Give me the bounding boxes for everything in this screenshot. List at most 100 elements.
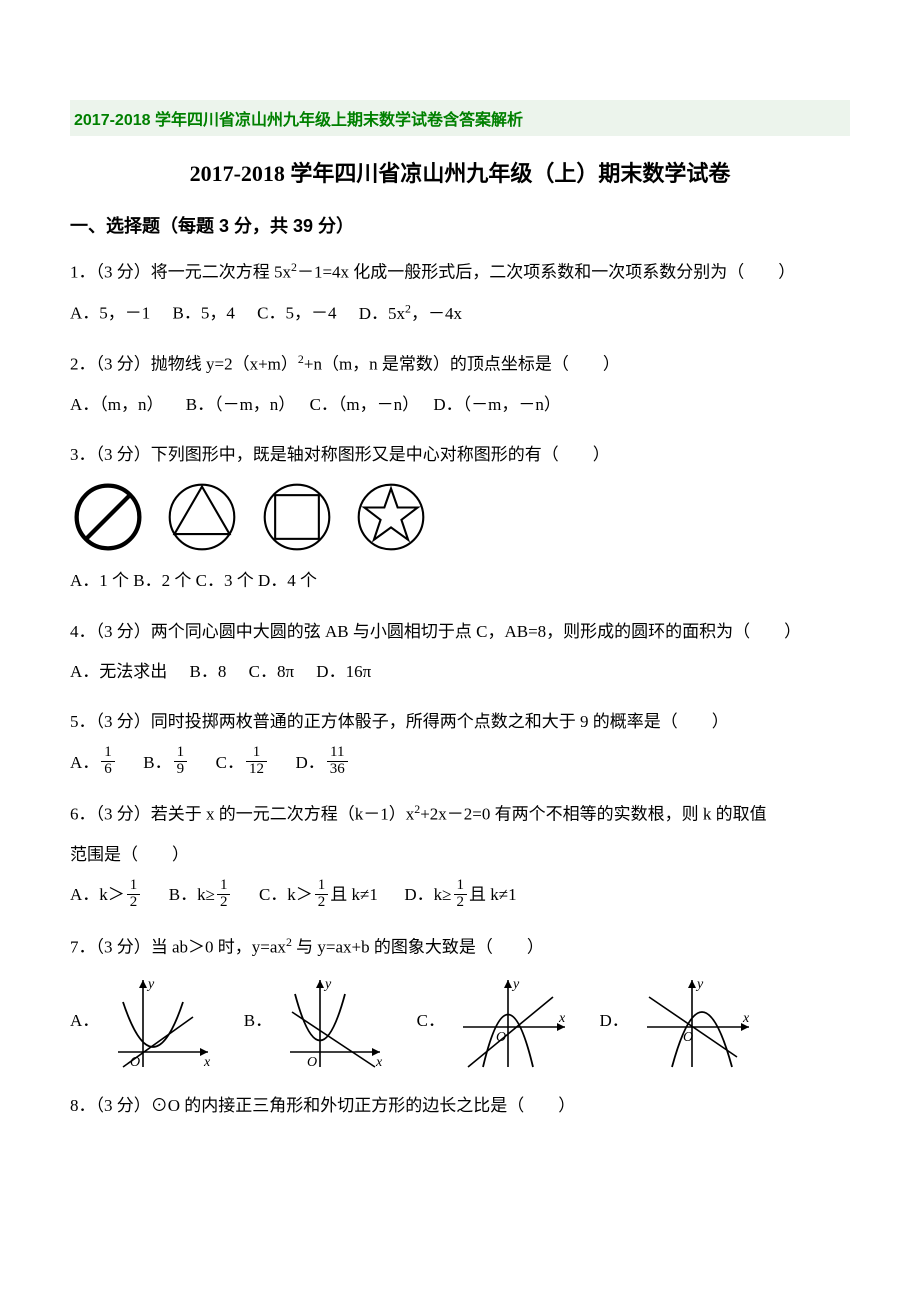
question-6: 6．（3 分）若关于 x 的一元二次方程（k－1）x 2 +2x－2=0 有两个不相… xyxy=(70,798,850,913)
question-1: 1．（3 分）将一元二次方程 5x2－1=4x 化成一般形式后，二次项系数和一次… xyxy=(70,256,850,330)
q6-opt-d: D．k≥12且 k≠1 xyxy=(404,885,516,904)
q6-opt-c-post: 且 k≠1 xyxy=(330,885,378,904)
question-1-options: A．5，－1 B．5，4 C．5，－4 D．5x2，－4x xyxy=(70,297,850,330)
q6-opt-a-pre: A．k＞ xyxy=(70,885,125,904)
q6-opt-d-post: 且 k≠1 xyxy=(469,885,517,904)
question-7: 7．（3 分）当 ab＞0 时，y=ax2 与 y=ax+b 的图象大致是（ ）… xyxy=(70,931,850,1072)
question-1-stem: 1．（3 分）将一元二次方程 5x2－1=4x 化成一般形式后，二次项系数和一次… xyxy=(70,256,850,289)
q5-opt-b: B．19 xyxy=(143,753,193,772)
q5-frac-d: 1136 xyxy=(327,745,348,778)
svg-text:x: x xyxy=(742,1011,750,1026)
q6-frac-c-num: 1 xyxy=(315,878,329,894)
question-2-stem: 2．（3 分）抛物线 y=2（x+m）2+n（m，n 是常数）的顶点坐标是（ ） xyxy=(70,348,850,381)
shape-square-circle-icon xyxy=(259,479,335,555)
q5-frac-b: 19 xyxy=(174,745,188,778)
q7-label-d: D． xyxy=(599,1005,628,1037)
q3-opt-d: D．4 个 xyxy=(258,571,317,590)
q6-frac-b-num: 1 xyxy=(217,878,231,894)
q1-opt-d: D．5x2，－4x xyxy=(359,304,462,323)
q5-frac-c: 112 xyxy=(246,745,267,778)
question-7-graphs: A． y x O B． xyxy=(70,972,850,1072)
q5-frac-a-den: 6 xyxy=(101,761,115,778)
q6-frac-c: 12 xyxy=(315,878,329,911)
q1-opt-d-post: ，－4x xyxy=(411,304,462,323)
svg-text:y: y xyxy=(146,977,155,992)
exam-page: 2017-2018 学年四川省凉山州九年级上期末数学试卷含答案解析 2017-2… xyxy=(0,0,920,1200)
section-1-heading: 一、选择题（每题 3 分，共 39 分） xyxy=(70,212,850,238)
q6-stem-part1: 6．（3 分）若关于 x 的一元二次方程（k－1）x xyxy=(70,805,414,824)
svg-text:y: y xyxy=(323,977,332,992)
q2-opt-a: A．（m，n） xyxy=(70,395,164,414)
q6-frac-a-num: 1 xyxy=(127,878,141,894)
q3-opt-b: B．2 个 xyxy=(133,571,191,590)
q4-opt-a: A．无法求出 xyxy=(70,662,167,681)
q6-frac-d-num: 1 xyxy=(454,878,468,894)
svg-text:x: x xyxy=(203,1055,211,1070)
q6-opt-d-pre: D．k≥ xyxy=(404,885,451,904)
q1-opt-a: A．5，－1 xyxy=(70,304,150,323)
svg-text:x: x xyxy=(558,1011,566,1026)
q1-opt-d-pre: D．5x xyxy=(359,304,405,323)
q3-opt-c: C．3 个 xyxy=(196,571,254,590)
shape-no-entry-icon xyxy=(70,479,146,555)
q5-opt-a-pre: A． xyxy=(70,753,99,772)
q6-opt-b: B．k≥12 xyxy=(169,885,237,904)
q2-opt-d: D．（－m，－n） xyxy=(433,395,561,414)
q7-graph-d-item: D． y x O xyxy=(599,972,757,1072)
q6-frac-c-den: 2 xyxy=(315,894,329,911)
q5-frac-d-den: 36 xyxy=(327,761,348,778)
question-8-stem: 8．（3 分）⊙O 的内接正三角形和外切正方形的边长之比是（ ） xyxy=(70,1090,850,1122)
question-4-options: A．无法求出 B．8 C．8π D．16π xyxy=(70,656,850,688)
q6-stem-part2: +2x－2=0 有两个不相等的实数根，则 k 的取值 xyxy=(420,805,766,824)
q1-opt-b: B．5，4 xyxy=(173,304,235,323)
question-3-options: A．1 个 B．2 个 C．3 个 D．4 个 xyxy=(70,565,850,597)
q5-frac-c-den: 12 xyxy=(246,761,267,778)
q2-stem-part2: +n（m，n 是常数）的顶点坐标是（ ） xyxy=(304,355,620,374)
question-5-stem: 5．（3 分）同时投掷两枚普通的正方体骰子，所得两个点数之和大于 9 的概率是（… xyxy=(70,706,850,738)
q7-graph-b-item: B． y x O xyxy=(244,972,391,1072)
svg-text:O: O xyxy=(307,1055,317,1070)
q5-frac-b-den: 9 xyxy=(174,761,188,778)
paper-title: 2017-2018 学年四川省凉山州九年级（上）期末数学试卷 xyxy=(70,156,850,188)
q1-stem-part1: 1．（3 分）将一元二次方程 5x xyxy=(70,263,291,282)
q1-stem-part2: －1=4x 化成一般形式后，二次项系数和一次项系数分别为（ ） xyxy=(297,263,795,282)
q6-frac-b: 12 xyxy=(217,878,231,911)
q5-frac-b-num: 1 xyxy=(174,745,188,761)
q7-graph-c-item: C． y x O xyxy=(417,972,574,1072)
q6-frac-d: 12 xyxy=(454,878,468,911)
question-5: 5．（3 分）同时投掷两枚普通的正方体骰子，所得两个点数之和大于 9 的概率是（… xyxy=(70,706,850,780)
q7-graph-b-icon: y x O xyxy=(280,972,390,1072)
svg-text:y: y xyxy=(695,977,704,992)
q3-opt-a: A．1 个 xyxy=(70,571,129,590)
q2-opt-b: B．（－m，n） xyxy=(186,395,296,414)
q7-label-c: C． xyxy=(417,1005,445,1037)
question-6-stem-line2: 范围是（ ） xyxy=(70,839,850,871)
q5-opt-b-pre: B． xyxy=(143,753,171,772)
q2-stem-part1: 2．（3 分）抛物线 y=2（x+m） xyxy=(70,355,298,374)
svg-text:y: y xyxy=(511,977,520,992)
question-3: 3．（3 分）下列图形中，既是轴对称图形又是中心对称图形的有（ ） xyxy=(70,439,850,598)
q5-opt-d: D．1136 xyxy=(295,753,349,772)
q6-opt-b-pre: B．k≥ xyxy=(169,885,215,904)
q4-opt-c: C．8π xyxy=(249,662,294,681)
shape-star-circle-icon xyxy=(353,479,429,555)
q7-stem-part2: 与 y=ax+b 的图象大致是（ ） xyxy=(292,937,544,956)
q7-stem-part1: 7．（3 分）当 ab＞0 时，y=ax xyxy=(70,937,286,956)
q6-frac-a: 12 xyxy=(127,878,141,911)
q6-frac-a-den: 2 xyxy=(127,894,141,911)
question-3-stem: 3．（3 分）下列图形中，既是轴对称图形又是中心对称图形的有（ ） xyxy=(70,439,850,471)
shape-triangle-circle-icon xyxy=(164,479,240,555)
q5-opt-a: A．16 xyxy=(70,753,121,772)
svg-text:O: O xyxy=(130,1055,140,1070)
header-bar: 2017-2018 学年四川省凉山州九年级上期末数学试卷含答案解析 xyxy=(70,100,850,136)
question-5-options: A．16 B．19 C．112 D．1136 xyxy=(70,747,850,780)
q4-opt-b: B．8 xyxy=(190,662,227,681)
question-6-stem: 6．（3 分）若关于 x 的一元二次方程（k－1）x2+2x－2=0 有两个不相… xyxy=(70,798,850,831)
q6-frac-b-den: 2 xyxy=(217,894,231,911)
q5-opt-c: C．112 xyxy=(216,753,274,772)
question-2: 2．（3 分）抛物线 y=2（x+m）2+n（m，n 是常数）的顶点坐标是（ ）… xyxy=(70,348,850,421)
question-8: 8．（3 分）⊙O 的内接正三角形和外切正方形的边长之比是（ ） xyxy=(70,1090,850,1122)
q5-frac-d-num: 11 xyxy=(327,745,348,761)
q7-graph-a-item: A． y x O xyxy=(70,972,218,1072)
question-7-stem: 7．（3 分）当 ab＞0 时，y=ax2 与 y=ax+b 的图象大致是（ ） xyxy=(70,931,850,964)
